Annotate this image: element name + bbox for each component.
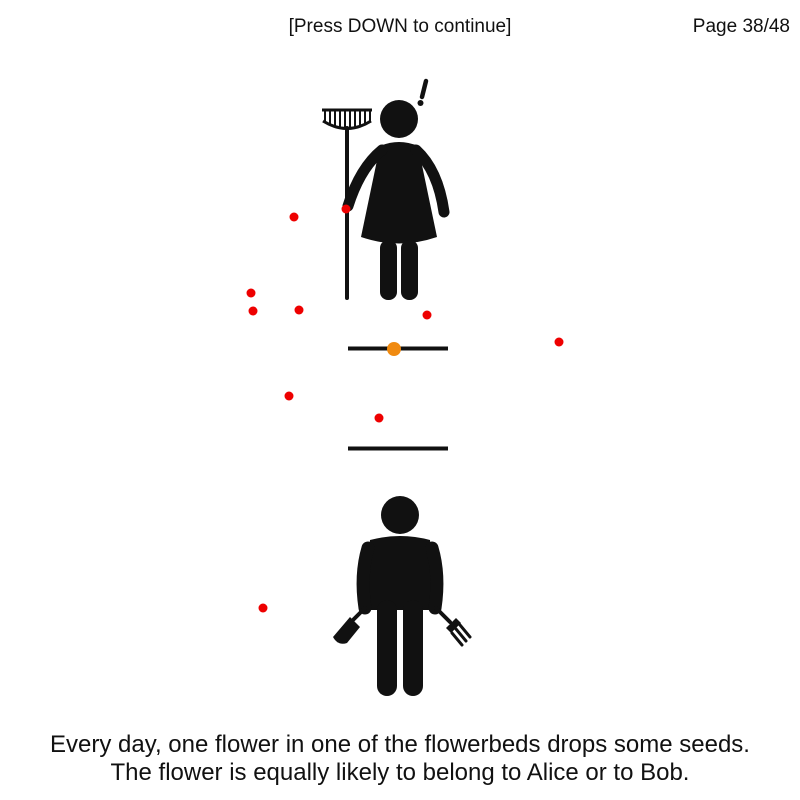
seed [248, 306, 258, 316]
highlighted-seed [387, 342, 401, 356]
caption-line-2: The flower is equally likely to belong t… [110, 759, 690, 786]
seed [246, 288, 256, 298]
man-with-trowel-and-fork-icon [333, 496, 472, 696]
woman-with-rake-icon [322, 100, 450, 300]
continue-prompt: [Press DOWN to continue] [288, 16, 512, 37]
exclamation-mark-icon [417, 78, 429, 106]
seed [294, 305, 304, 315]
seed [374, 413, 384, 423]
seed [284, 391, 294, 401]
narration-caption: Every day, one flower in one of the flow… [0, 731, 800, 787]
seed [341, 204, 351, 214]
page-indicator: Page 38/48 [692, 16, 790, 37]
caption-line-1: Every day, one flower in one of the flow… [50, 731, 750, 758]
seeds [246, 204, 564, 613]
seed [258, 603, 268, 613]
seed [554, 337, 564, 347]
seed [422, 310, 432, 320]
seed [289, 212, 299, 222]
